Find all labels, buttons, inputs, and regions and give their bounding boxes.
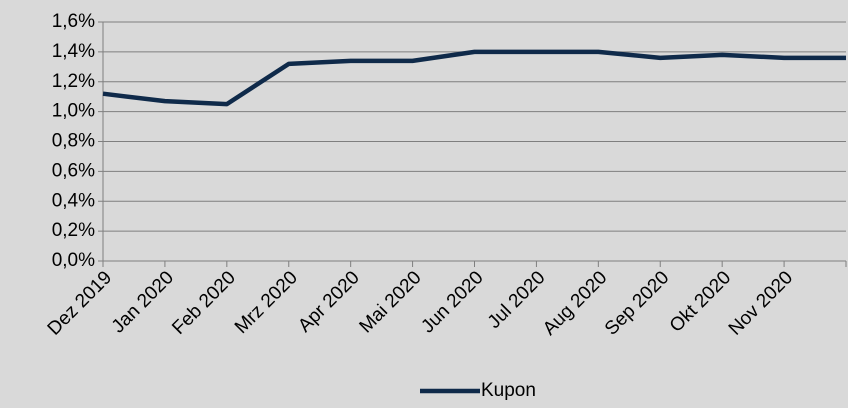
y-tick-label: 0,4% — [52, 190, 95, 211]
x-tick-label: Apr 2020 — [294, 267, 363, 336]
x-tick-label: Mrz 2020 — [231, 267, 302, 338]
y-tick-label: 0,8% — [52, 131, 95, 152]
y-tick-label: 0,6% — [52, 160, 95, 181]
y-tick-label: 1,6% — [52, 11, 95, 32]
x-tick-label: Nov 2020 — [725, 267, 797, 339]
x-tick-label: Feb 2020 — [168, 267, 240, 339]
y-tick-label: 0,0% — [52, 250, 95, 271]
y-tick-label: 1,0% — [52, 101, 95, 122]
x-tick-label: Sep 2020 — [601, 267, 673, 339]
y-tick-label: 1,2% — [52, 71, 95, 92]
x-tick-label: Okt 2020 — [666, 267, 735, 336]
x-tick-label: Mai 2020 — [356, 267, 426, 337]
x-tick-label: Dez 2019 — [44, 267, 116, 339]
y-tick-label: 1,4% — [52, 41, 95, 62]
x-tick-label: Aug 2020 — [539, 267, 611, 339]
legend-label: Kupon — [481, 380, 536, 401]
y-tick-label: 0,2% — [52, 220, 95, 241]
x-tick-label: Jan 2020 — [108, 267, 178, 337]
series-line — [102, 49, 846, 107]
x-tick-label: Jun 2020 — [417, 267, 487, 337]
